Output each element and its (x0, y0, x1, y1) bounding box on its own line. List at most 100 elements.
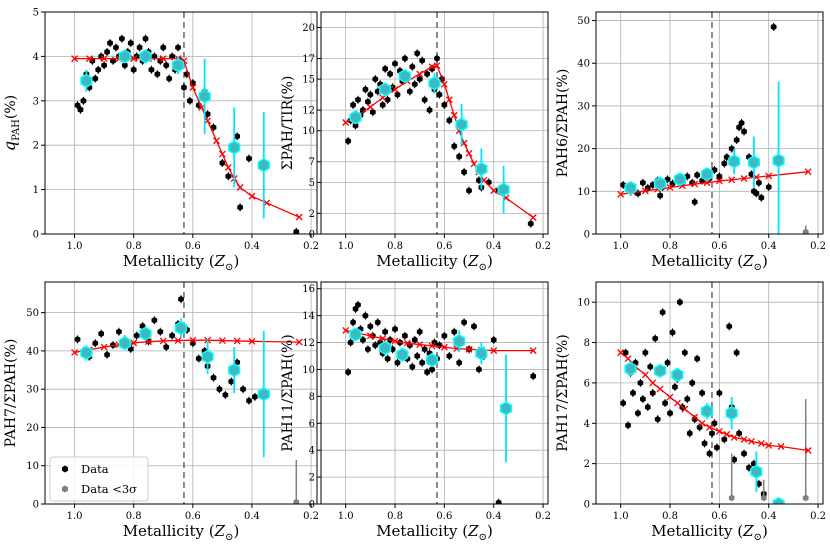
data-point (446, 117, 453, 124)
model-marker (224, 163, 232, 171)
x-tick-label: 0.6 (185, 511, 201, 522)
y-tick-label: 14 (302, 311, 315, 322)
y-tick-label: 2 (33, 141, 39, 152)
data-point (461, 168, 467, 176)
data-point (681, 349, 688, 356)
data-point (716, 389, 723, 397)
data-point (748, 170, 755, 178)
model-marker (218, 337, 226, 345)
data-point (116, 328, 122, 336)
y-axis-label: PAH6/ΣPAH(%) (555, 69, 571, 178)
y-tick-label: 0 (584, 500, 590, 511)
model-marker (433, 62, 441, 70)
data-point (714, 444, 720, 451)
binned-point (379, 340, 392, 355)
y-tick-label: 1 (33, 185, 39, 196)
data-point (701, 440, 708, 447)
limit-point (728, 494, 735, 502)
binned-point (118, 49, 131, 64)
model-marker (490, 347, 498, 355)
data-point (350, 101, 356, 109)
data-point (669, 329, 676, 336)
data-point (160, 44, 167, 51)
data-point (424, 368, 430, 376)
y-tick-label: 20 (577, 144, 590, 155)
model-marker (342, 326, 350, 334)
model-marker (391, 85, 399, 93)
y-axis-label: qPAH(%) (0, 95, 22, 151)
data-point (426, 106, 433, 114)
data-point (367, 91, 374, 98)
data-point (476, 366, 482, 373)
y-tick-label: 6 (584, 378, 590, 389)
data-point (204, 110, 211, 118)
x-axis-label: Metallicity (Z⊙) (651, 522, 768, 543)
model-marker (715, 177, 723, 185)
binned-point (228, 140, 241, 155)
model-marker (366, 103, 374, 111)
data-point (416, 328, 423, 336)
x-tick-label: 0.4 (761, 241, 777, 252)
x-tick-label: 0.2 (535, 511, 551, 522)
model-marker (236, 183, 244, 191)
y-tick-label: 15 (302, 75, 315, 86)
panel-6: 1.0 0.8 0.6 0.4 0.2 0 2 4 6 8 10 Metallicity (Z⊙) PA… (555, 281, 826, 543)
model-marker (342, 119, 350, 126)
model-marker (730, 433, 738, 441)
data-point (394, 359, 401, 367)
model-marker (804, 168, 812, 176)
data-point (733, 349, 740, 356)
data-point (365, 345, 371, 353)
data-point (741, 450, 747, 457)
model-marker (159, 337, 167, 345)
data-point (659, 308, 666, 316)
model-marker (765, 172, 773, 180)
data-point (154, 70, 161, 78)
y-tick-label: 30 (577, 101, 590, 112)
model-marker (130, 55, 138, 63)
model-marker (100, 343, 108, 351)
data-point (741, 128, 747, 135)
binned-point (80, 345, 93, 360)
binned-point (201, 349, 214, 364)
data-point (429, 366, 435, 373)
data-point (210, 124, 217, 131)
data-point (345, 368, 351, 376)
model-marker (416, 70, 424, 78)
data-point (726, 323, 733, 330)
x-tick-label: 1.0 (67, 241, 83, 252)
data-point (74, 336, 81, 343)
data-point (419, 359, 426, 367)
y-tick-label: 40 (577, 59, 590, 70)
data-point (163, 343, 170, 351)
data-point (654, 415, 661, 423)
y-tick-label: 50 (26, 308, 39, 319)
x-tick-label: 0.4 (761, 511, 777, 522)
data-point (402, 55, 408, 62)
model-marker (189, 84, 197, 91)
data-point (293, 228, 300, 234)
data-point (456, 153, 463, 160)
x-axis-label: Metallicity (Z⊙) (376, 252, 493, 273)
data-point (246, 397, 252, 404)
y-tick-label: 0 (33, 230, 39, 241)
y-tick-label: 6 (309, 419, 315, 430)
model-marker (641, 371, 649, 379)
model-marker (666, 393, 674, 401)
data-point (362, 86, 369, 93)
data-point (416, 75, 423, 83)
data-point (689, 379, 696, 387)
data-point (387, 70, 393, 78)
data-point (394, 91, 401, 98)
x-axis-label: Metallicity (Z⊙) (376, 522, 493, 543)
data-point (419, 57, 426, 64)
x-tick-label: 0.8 (387, 241, 403, 252)
data-point (495, 499, 502, 504)
binned-point (349, 110, 362, 125)
y-tick-label: 50 (577, 16, 590, 27)
y-axis-label: PAH7/ΣPAH(%) (3, 339, 19, 448)
model-marker (71, 55, 79, 63)
model-marker (465, 150, 473, 157)
